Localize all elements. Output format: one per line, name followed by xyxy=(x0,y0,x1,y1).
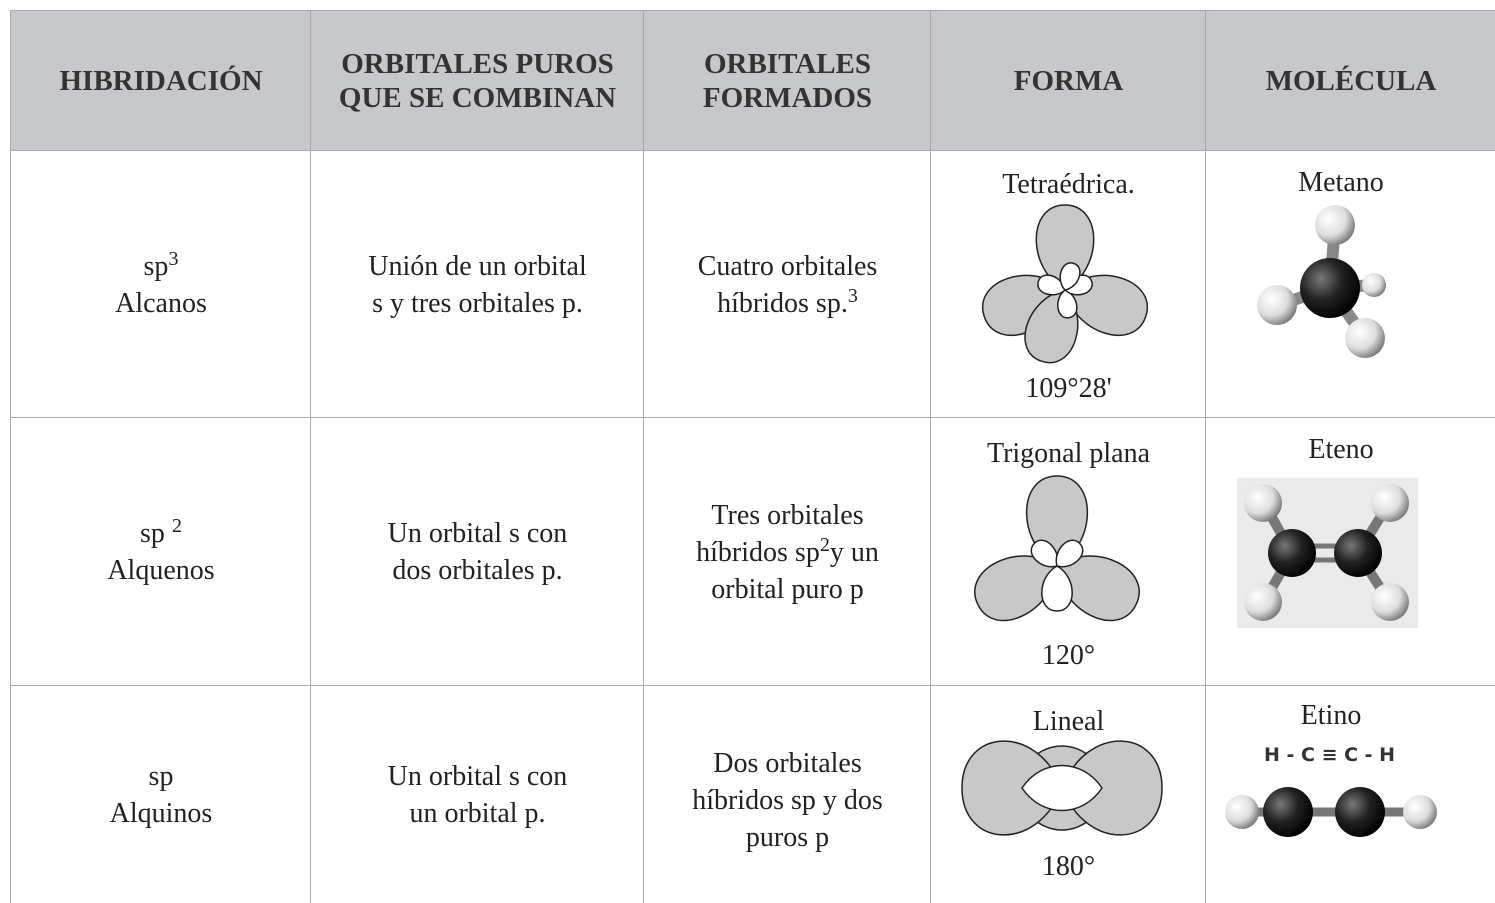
text-line: Un orbital s con xyxy=(388,515,568,552)
text: dos orbitales p. xyxy=(392,555,563,586)
text: puros p xyxy=(745,821,830,853)
molecule-cell: Metano xyxy=(1205,150,1495,418)
molecule-cell: Eteno xyxy=(1205,417,1495,686)
cell-text: ORBITALES PUROS QUE SE COMBINAN xyxy=(339,47,616,115)
pure-orbitals-cell: Un orbital s con dos orbitales p. xyxy=(310,417,644,686)
text-line: Unión de un orbital xyxy=(368,248,587,285)
cell-text: HIBRIDACIÓN xyxy=(59,64,262,98)
header-cell: ORBITALES FORMADOS xyxy=(643,10,931,151)
text-line: FORMA xyxy=(1013,65,1124,97)
cell-text: sp3 Alcanos xyxy=(115,248,207,322)
text-line: un orbital p. xyxy=(388,795,568,832)
cell-text: FORMA xyxy=(1014,64,1124,98)
header-cell: FORMA xyxy=(930,10,1206,151)
text-line: MOLÉCULA xyxy=(1265,65,1437,97)
text-line: sp 2 xyxy=(107,515,214,552)
shape-cell: Tetraédrica. 109°28' xyxy=(930,150,1206,418)
formed-orbitals-cell: Dos orbitales híbridos sp y dos puros p xyxy=(643,685,931,903)
cell-text: sp 2 Alquenos xyxy=(107,515,214,589)
formed-orbitals-cell: Cuatro orbitales híbridos sp.3 xyxy=(643,150,931,418)
text-line: sp xyxy=(110,758,213,795)
hybridization-cell: sp3 Alcanos xyxy=(10,150,311,418)
text: híbridos sp y dos xyxy=(692,784,883,816)
text-line: Alquenos xyxy=(107,552,214,589)
bond-angle: 109°28' xyxy=(1025,373,1112,404)
formed-orbitals-cell: Tres orbitales híbridos sp2y un orbital pu… xyxy=(643,417,931,686)
superscript: 3 xyxy=(168,247,179,270)
cell-text: Un orbital s con dos orbitales p. xyxy=(388,515,568,589)
text: sp xyxy=(148,761,174,792)
text-line: Dos orbitales xyxy=(692,745,883,782)
text: híbridos sp xyxy=(696,536,820,568)
header-cell: HIBRIDACIÓN xyxy=(10,10,311,151)
text: sp xyxy=(140,518,172,549)
cell-text: Un orbital s con un orbital p. xyxy=(388,758,568,832)
text-line: híbridos sp.3 xyxy=(698,285,878,322)
text: Alcanos xyxy=(115,287,207,319)
text-line: dos orbitales p. xyxy=(388,552,568,589)
text: Alquenos xyxy=(107,555,215,586)
text: y un xyxy=(829,536,879,568)
pure-orbitals-cell: Unión de un orbital s y tres orbitales p. xyxy=(310,150,644,418)
text-line: puros p xyxy=(692,819,883,856)
molecule-name: Etino xyxy=(1300,700,1362,731)
cell-text: Unión de un orbital s y tres orbitales p. xyxy=(368,248,587,322)
text-line: Un orbital s con xyxy=(388,758,568,795)
molecule-name: Eteno xyxy=(1308,434,1374,465)
superscript: 2 xyxy=(171,515,182,537)
cell-text: ORBITALES FORMADOS xyxy=(703,47,872,115)
shape-cell: Lineal 180° xyxy=(930,685,1206,903)
bond-angle: 180° xyxy=(1041,851,1096,882)
header-cell: MOLÉCULA xyxy=(1205,10,1495,151)
text: sp xyxy=(143,250,169,282)
hybridization-cell: sp 2 Alquenos xyxy=(10,417,311,686)
text-line: Alquinos xyxy=(110,795,213,832)
text: Un orbital s con xyxy=(387,518,568,549)
bond-angle: 120° xyxy=(1041,640,1096,671)
shape-name: Lineal xyxy=(1032,706,1105,737)
cell-text: Dos orbitales híbridos sp y dos puros p xyxy=(692,745,883,856)
text-line: sp3 xyxy=(115,248,207,285)
text-line: Cuatro orbitales xyxy=(698,248,878,285)
text-line: Tres orbitales xyxy=(696,497,879,534)
text-line: híbridos sp2y un xyxy=(696,534,879,571)
text: Alquinos xyxy=(109,798,213,829)
molecule-formula: H - C ≡ C - H xyxy=(1264,744,1396,766)
text: orbital puro p xyxy=(711,573,864,605)
text: Tres orbitales xyxy=(711,499,864,531)
text: Cuatro orbitales xyxy=(697,250,878,282)
molecule-cell: Etino H - C ≡ C - H xyxy=(1205,685,1495,903)
superscript: 2 xyxy=(819,533,830,556)
header-cell: ORBITALES PUROS QUE SE COMBINAN xyxy=(310,10,644,151)
text: híbridos sp. xyxy=(717,287,848,319)
text: s y tres orbitales p. xyxy=(372,287,583,319)
text-line: ORBITALES PUROS xyxy=(341,48,614,80)
pure-orbitals-cell: Un orbital s con un orbital p. xyxy=(310,685,644,903)
cell-text: MOLÉCULA xyxy=(1266,64,1437,98)
text: un orbital p. xyxy=(409,798,546,829)
text-line: FORMADOS xyxy=(702,82,873,114)
text: Dos orbitales xyxy=(713,747,862,779)
superscript: 3 xyxy=(847,284,858,307)
text: Unión de un orbital xyxy=(368,250,587,282)
text: Un orbital s con xyxy=(387,761,568,792)
shape-name: Trigonal plana xyxy=(986,438,1151,469)
text-line: Alcanos xyxy=(115,285,207,322)
text-line: orbital puro p xyxy=(696,571,879,608)
text-line: ORBITALES xyxy=(703,48,872,80)
cell-text: Cuatro orbitales híbridos sp.3 xyxy=(698,248,878,322)
hybridization-cell: sp Alquinos xyxy=(10,685,311,903)
text-line: s y tres orbitales p. xyxy=(368,285,587,322)
cell-text: sp Alquinos xyxy=(110,758,213,832)
text-line: híbridos sp y dos xyxy=(692,782,883,819)
molecule-name: Metano xyxy=(1298,167,1384,198)
text-line: HIBRIDACIÓN xyxy=(59,65,263,97)
text-line: QUE SE COMBINAN xyxy=(338,82,617,114)
shape-cell: Trigonal plana 120° xyxy=(930,417,1206,686)
cell-text: Tres orbitales híbridos sp2y un orbital pu… xyxy=(696,497,879,608)
shape-name: Tetraédrica. xyxy=(1002,169,1135,200)
